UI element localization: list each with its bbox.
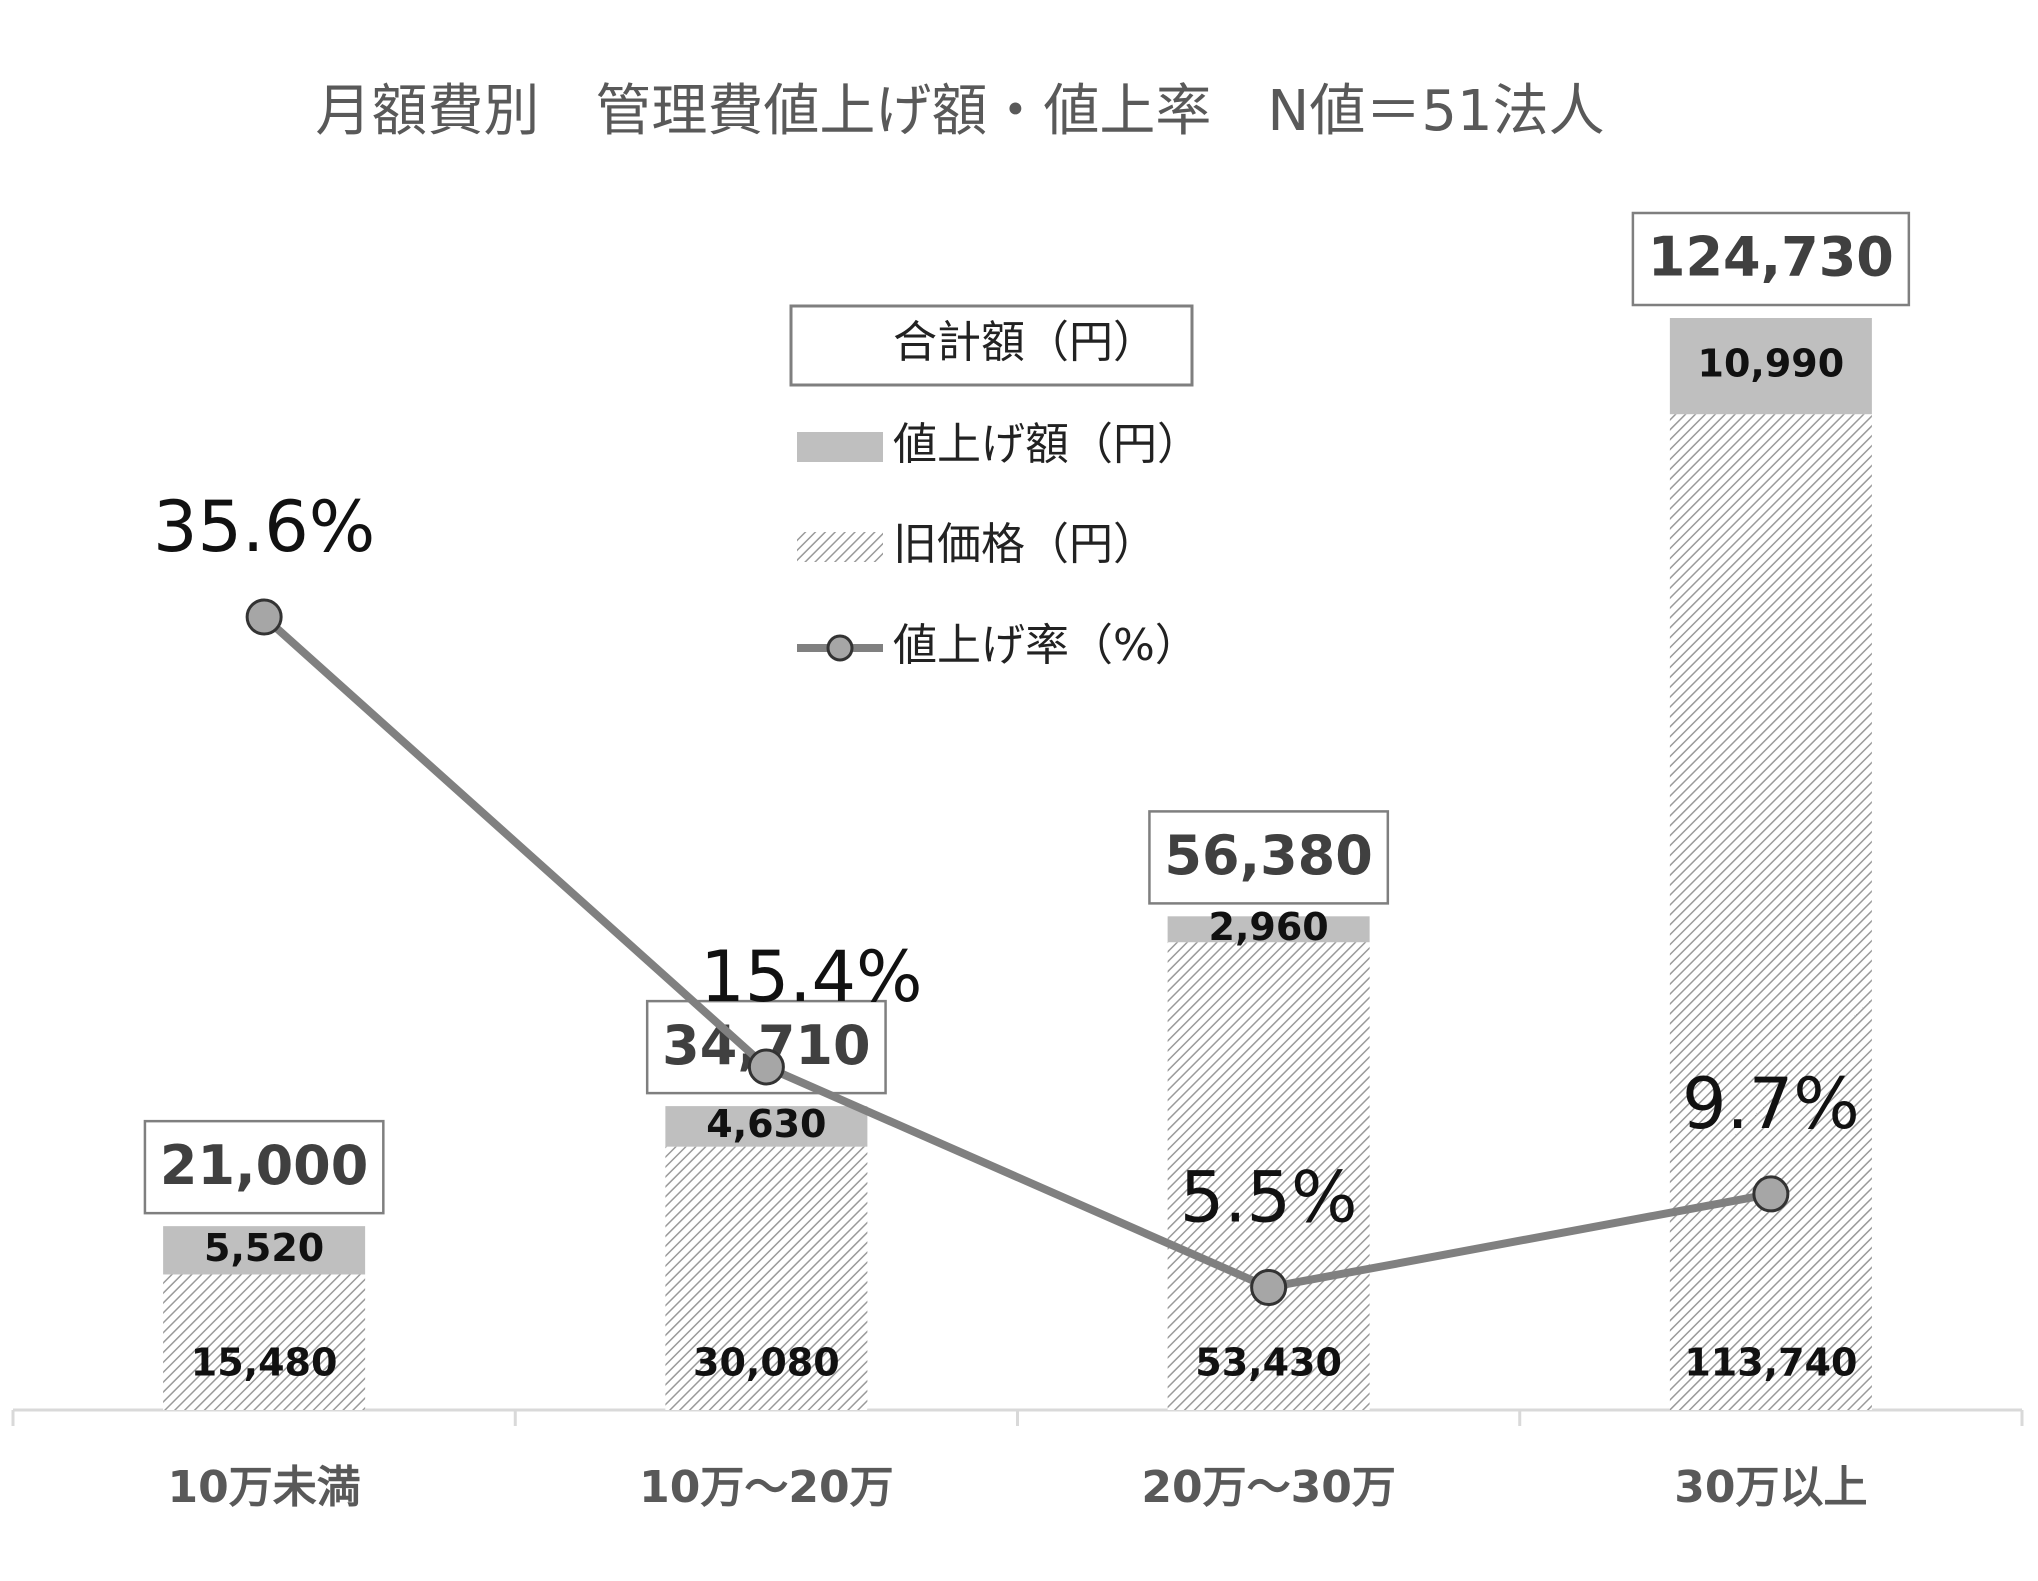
- bar-old-price: [1167, 942, 1370, 1410]
- data-label: 9.7%: [1682, 1063, 1860, 1145]
- legend-label: 値上げ率（%）: [893, 620, 1199, 671]
- data-label: 113,740: [1684, 1341, 1857, 1385]
- data-label: 53,430: [1195, 1341, 1342, 1385]
- legend-box: [789, 304, 1194, 387]
- rate-marker: [1250, 1268, 1288, 1306]
- data-label: 30,080: [693, 1341, 840, 1385]
- legend-label: 旧価格（円）: [893, 519, 1157, 570]
- data-label: 15,480: [191, 1341, 338, 1385]
- bar-old-price: [665, 1146, 868, 1410]
- data-label: 10,990: [1698, 342, 1845, 386]
- bar-increase: [163, 1226, 366, 1275]
- bar-increase: [1669, 318, 1872, 415]
- rate-marker: [1752, 1175, 1790, 1213]
- chart-title: 月額費別 管理費値上げ額・値上率 N値＝51法人: [315, 79, 1604, 144]
- data-label: 21,000: [160, 1134, 368, 1197]
- legend-swatch: [797, 432, 883, 462]
- total-box: [1148, 810, 1390, 905]
- bar-increase: [665, 1106, 868, 1147]
- rate-marker: [245, 598, 283, 636]
- rate-marker: [747, 1048, 785, 1086]
- data-label: 4,630: [706, 1102, 826, 1146]
- data-label: 5,520: [204, 1226, 324, 1270]
- data-label: 2,960: [1209, 905, 1329, 949]
- total-box: [143, 1119, 385, 1215]
- bar-old-price: [163, 1274, 366, 1410]
- legend-swatch: [797, 532, 883, 562]
- data-label: 15.4%: [700, 936, 922, 1018]
- data-label: 56,380: [1164, 824, 1372, 887]
- x-tick-label: 20万～30万: [1141, 1462, 1395, 1513]
- bar-increase: [1167, 916, 1370, 943]
- x-tick-label: 10万～20万: [639, 1462, 893, 1513]
- rate-line: [261, 614, 1772, 1292]
- data-label: 35.6%: [153, 486, 375, 568]
- bar-old-price: [1669, 414, 1872, 1411]
- x-tick-label: 30万以上: [1674, 1462, 1867, 1513]
- legend-label: 合計額（円）: [893, 317, 1157, 368]
- legend-label: 値上げ額（円）: [893, 419, 1201, 470]
- total-box: [1631, 211, 1911, 307]
- data-label: 124,730: [1648, 226, 1894, 289]
- legend-swatch: [826, 634, 854, 662]
- x-tick-label: 10万未満: [168, 1462, 361, 1513]
- data-label: 5.5%: [1180, 1157, 1358, 1239]
